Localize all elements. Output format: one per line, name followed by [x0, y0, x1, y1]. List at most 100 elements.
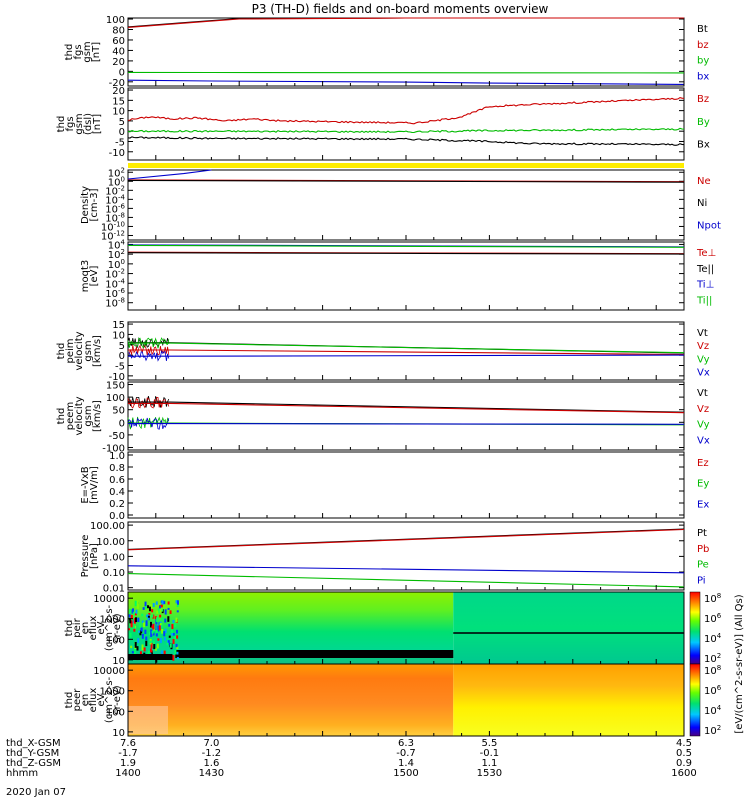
xaxis-value: 1.9 [120, 758, 136, 769]
y-axis-label: thd [64, 620, 75, 637]
colorbar-2 [689, 663, 701, 737]
ion-noise-pixel [147, 650, 150, 656]
y-tick-label: 100 [106, 707, 125, 718]
ion-noise-pixel [176, 600, 179, 605]
ion-noise-pixel [159, 622, 162, 626]
ion-noise-pixel [175, 643, 178, 648]
ion-noise-pixel [157, 608, 160, 614]
ion-noise-pixel [167, 607, 170, 610]
series-Pb [127, 528, 685, 551]
ion-noise-pixel [163, 631, 166, 637]
series-Te|| [127, 252, 685, 255]
y-axis-label: gsm [74, 113, 85, 134]
y-axis-label: gsm [83, 340, 94, 361]
legend-Ni: Ni [697, 198, 707, 209]
ion-noise-pixel [152, 623, 155, 630]
ion-noise-pixel [130, 620, 133, 627]
ion-noise-pixel [135, 609, 138, 614]
y-tick-label: 0.2 [109, 499, 125, 510]
y-tick-label: -5 [115, 137, 125, 148]
ion-noise-pixel [141, 644, 144, 651]
ion-noise-pixel [156, 610, 159, 614]
y-tick-label: 10-2 [105, 268, 125, 281]
ion-noise-pixel [176, 629, 179, 634]
ion-noise-pixel [143, 647, 146, 652]
ion-noise-pixel [131, 651, 134, 654]
ion-noise-pixel [160, 608, 163, 612]
y-axis-label: [nT] [92, 114, 103, 134]
ion-noise-pixel [145, 640, 148, 647]
ion-noise-pixel [176, 657, 179, 660]
ion-spectrogram-right [453, 592, 684, 664]
legend-Pi: Pi [697, 575, 706, 586]
ion-noise-pixel [159, 608, 162, 613]
ion-noise-pixel [145, 606, 148, 609]
y-axis-label: peim [65, 338, 76, 363]
ion-noise-pixel [153, 623, 156, 630]
colorbar-label: [eV/(cm^2-s-sr-eV)] (All Qs) [734, 594, 745, 733]
xaxis-value: 1500 [393, 768, 418, 779]
electron-spectrogram-left [128, 664, 454, 736]
ion-noise-pixel [158, 625, 161, 631]
ion-noise-pixel [141, 633, 144, 639]
ion-noise-pixel [134, 600, 137, 607]
y-tick-label: 1.0 [109, 451, 125, 462]
legend-Bx: Bx [697, 140, 710, 151]
legend-bz: bz [697, 40, 709, 51]
ion-noise-pixel [138, 622, 141, 628]
ion-noise-pixel [131, 609, 134, 614]
ion-noise-pixel [176, 646, 179, 650]
ion-noise-pixel [151, 631, 154, 634]
y-axis-label: peem [65, 402, 76, 430]
y-tick-label: 0 [119, 351, 125, 362]
ion-noise-pixel [150, 642, 153, 649]
y-tick-label: 10 [112, 728, 125, 739]
ion-noise-pixel [157, 638, 160, 641]
y-tick-label: 10-6 [105, 287, 125, 300]
ion-noise-pixel [174, 635, 177, 641]
ion-noise-pixel [169, 643, 172, 648]
legend-Pe: Pe [697, 560, 709, 571]
y-axis-label: Pressure [80, 535, 91, 578]
y-tick-label: 10000 [93, 594, 125, 605]
xaxis-value: 6.3 [398, 738, 414, 749]
y-tick-label: 10-2 [105, 184, 125, 197]
y-tick-label: 100 [108, 258, 125, 271]
ion-noise-pixel [129, 619, 132, 624]
y-axis-label: thd [64, 44, 75, 61]
ion-noise-pixel [156, 617, 159, 623]
ion-noise-pixel [167, 640, 170, 646]
y-tick-label: 60 [112, 36, 125, 47]
ion-noise-pixel [172, 632, 175, 636]
y-tick-label: -10 [109, 372, 125, 383]
legend-Te||: Te|| [696, 264, 714, 275]
colorbar-tick: 104 [704, 632, 722, 645]
y-axis-label: fgs [73, 44, 84, 59]
y-axis-label: gsm [83, 405, 94, 426]
xaxis-value: -0.7 [396, 748, 416, 759]
ion-noise-pixel [157, 625, 160, 632]
ion-low-energy-band [175, 650, 454, 658]
ion-noise-pixel [161, 617, 164, 621]
y-tick-label: 20 [112, 57, 125, 68]
ion-noise-pixel [167, 601, 170, 605]
series-Ti|| [127, 244, 685, 248]
y-tick-label: 104 [108, 238, 126, 251]
ion-noise-pixel [176, 635, 179, 639]
xaxis-value: 0.5 [676, 748, 692, 759]
y-axis-label: peer [72, 688, 83, 712]
legend-Ti||: Ti|| [696, 295, 712, 306]
ion-noise-pixel [139, 651, 142, 655]
y-axis-label: [km/s] [92, 400, 103, 432]
legend-By: By [697, 117, 710, 128]
ion-noise-pixel [159, 614, 162, 618]
series-Vt [128, 401, 685, 413]
y-tick-label: 0 [119, 418, 125, 429]
xaxis-row-label: thd_Y-GSM [6, 748, 59, 759]
legend-Npot: Npot [697, 220, 721, 231]
y-tick-label: -20 [109, 78, 125, 89]
y-tick-label: 15 [112, 320, 125, 331]
